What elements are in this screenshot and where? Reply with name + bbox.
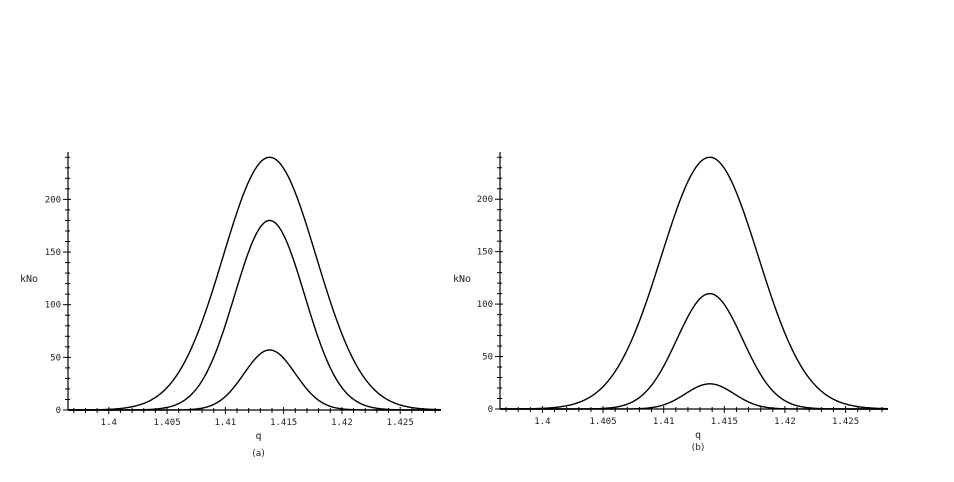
x-tick-label: 1.4 [534, 417, 550, 427]
series-line-1 [500, 156, 889, 410]
x-tick-label: 1.415 [270, 418, 297, 428]
y-axis-label: kNo [453, 274, 471, 285]
x-tick-label: 1.4 [101, 418, 117, 428]
series-line-3 [68, 349, 441, 411]
x-tick-label: 1.405 [590, 417, 617, 427]
chart-panel-a: 0 50 100 150 200 1.4 1.405 1.41 1.415 1.42 1.425 kN… [20, 152, 442, 459]
x-tick-label: 1.425 [832, 417, 859, 427]
y-tick-label: 100 [477, 300, 493, 310]
series-line-1 [67, 156, 442, 411]
x-tick-label: 1.41 [215, 418, 237, 428]
y-axis-label: kNo [20, 274, 38, 285]
x-tick-label: 1.425 [387, 418, 414, 428]
x-tick-label: 1.405 [154, 418, 181, 428]
y-tick-label: 0 [56, 406, 61, 416]
panel-label: (b) [692, 443, 705, 453]
x-tick-label: 1.415 [711, 417, 738, 427]
y-tick-label: 50 [482, 353, 493, 363]
y-tick-label: 100 [45, 301, 61, 311]
panel-label: (a) [252, 449, 265, 459]
x-axis-label: q [695, 430, 701, 441]
y-tick-label: 200 [45, 195, 61, 205]
series-line-3 [500, 383, 888, 410]
chart-panel-b: 0 50 100 150 200 1.4 1.405 1.41 1.415 1.42 1.425 kN… [453, 152, 889, 453]
x-tick-label: 1.42 [331, 418, 353, 428]
y-tick-label: 150 [45, 248, 61, 258]
y-tick-label: 200 [477, 195, 493, 205]
y-tick-label: 0 [488, 405, 493, 415]
x-tick-label: 1.41 [653, 417, 675, 427]
x-tick-label: 1.42 [774, 417, 796, 427]
y-tick-label: 50 [50, 353, 61, 363]
y-tick-label: 150 [477, 248, 493, 258]
x-axis-label: q [255, 431, 261, 442]
series-line-2 [500, 292, 888, 410]
series-line-2 [68, 219, 441, 411]
